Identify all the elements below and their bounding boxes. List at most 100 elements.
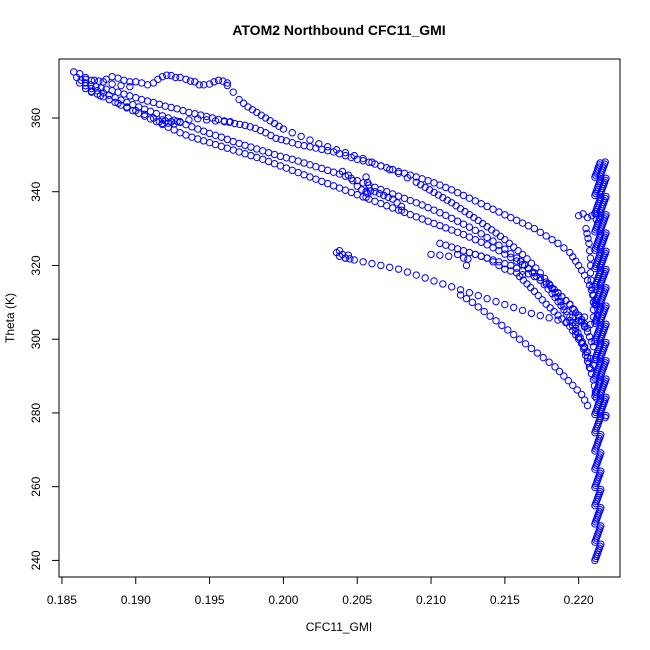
data-point [223, 79, 232, 87]
data-point [397, 202, 406, 211]
data-point [87, 88, 96, 96]
x-tick-label: 0.205 [342, 593, 372, 607]
data-point [551, 363, 559, 371]
data-point [453, 188, 462, 197]
data-point [108, 87, 116, 95]
data-point [436, 209, 444, 217]
data-point [439, 280, 447, 288]
data-point [563, 307, 571, 316]
data-point [123, 103, 131, 111]
data-point [219, 77, 227, 85]
data-point [384, 193, 392, 201]
data-point [583, 328, 592, 336]
data-point [483, 233, 491, 242]
data-point [297, 132, 305, 141]
data-point [479, 219, 487, 228]
data-point [495, 208, 503, 216]
data-point [492, 297, 500, 306]
data-point [527, 309, 536, 318]
data-point [596, 159, 604, 167]
data-point [542, 280, 550, 288]
data-point [357, 186, 366, 194]
data-point [477, 230, 485, 238]
data-point [558, 293, 566, 301]
data-point [483, 241, 491, 249]
data-point [542, 300, 550, 308]
data-point [194, 115, 202, 123]
data-point [170, 126, 178, 134]
data-point [448, 186, 456, 194]
data-point [185, 108, 193, 117]
data-point [385, 263, 394, 272]
data-point [471, 235, 480, 244]
data-point [465, 289, 474, 297]
data-point [459, 254, 468, 262]
data-point [448, 283, 456, 291]
data-point [418, 201, 426, 209]
data-point [541, 274, 549, 283]
data-point [448, 214, 456, 222]
data-point [377, 261, 385, 270]
x-tick-label: 0.215 [490, 593, 520, 607]
data-point [465, 194, 474, 202]
data-point [558, 315, 566, 323]
data-point [492, 317, 500, 325]
data-point [586, 254, 595, 262]
data-point [510, 330, 518, 339]
data-point [377, 162, 385, 170]
data-point [505, 239, 513, 248]
data-point [533, 349, 542, 357]
data-point [580, 396, 589, 404]
data-point [583, 229, 591, 238]
data-point [359, 154, 367, 163]
data-point [518, 267, 527, 275]
data-point [149, 114, 158, 122]
data-point [235, 95, 243, 104]
data-point [158, 73, 167, 81]
data-point [521, 340, 530, 348]
data-point [474, 303, 482, 311]
data-point [239, 99, 248, 107]
data-point [229, 88, 237, 96]
y-tick-label: 300 [29, 329, 43, 349]
data-point [471, 226, 480, 235]
x-tick-label: 0.195 [195, 593, 225, 607]
data-point [586, 247, 594, 255]
data-point [288, 129, 296, 137]
data-point [453, 217, 462, 225]
data-point [81, 84, 90, 93]
data-point [569, 381, 577, 389]
data-point [512, 264, 521, 272]
data-point [562, 318, 570, 327]
data-point [143, 97, 152, 105]
data-point [430, 206, 438, 214]
data-point [601, 158, 609, 166]
data-point [359, 258, 367, 266]
data-point [586, 354, 595, 363]
data-point [495, 247, 503, 255]
x-tick-label: 0.185 [47, 593, 77, 607]
data-point [211, 117, 220, 125]
data-point [586, 320, 595, 329]
data-point [523, 280, 531, 288]
data-point [350, 151, 358, 160]
data-point [548, 284, 556, 293]
data-point [403, 174, 412, 182]
data-point [205, 80, 214, 88]
data-point [536, 311, 544, 320]
data-point [241, 121, 249, 130]
data-point [530, 287, 539, 295]
data-point [210, 78, 218, 86]
data-point [492, 229, 500, 237]
data-point [532, 264, 540, 272]
data-point [465, 223, 474, 231]
data-point [442, 211, 450, 220]
data-point [362, 173, 370, 181]
data-point [223, 81, 232, 90]
data-point [306, 136, 314, 144]
data-point [394, 265, 403, 273]
data-point [350, 256, 358, 264]
plot-frame [58, 58, 621, 578]
data-point [536, 228, 544, 236]
data-point [132, 106, 140, 115]
